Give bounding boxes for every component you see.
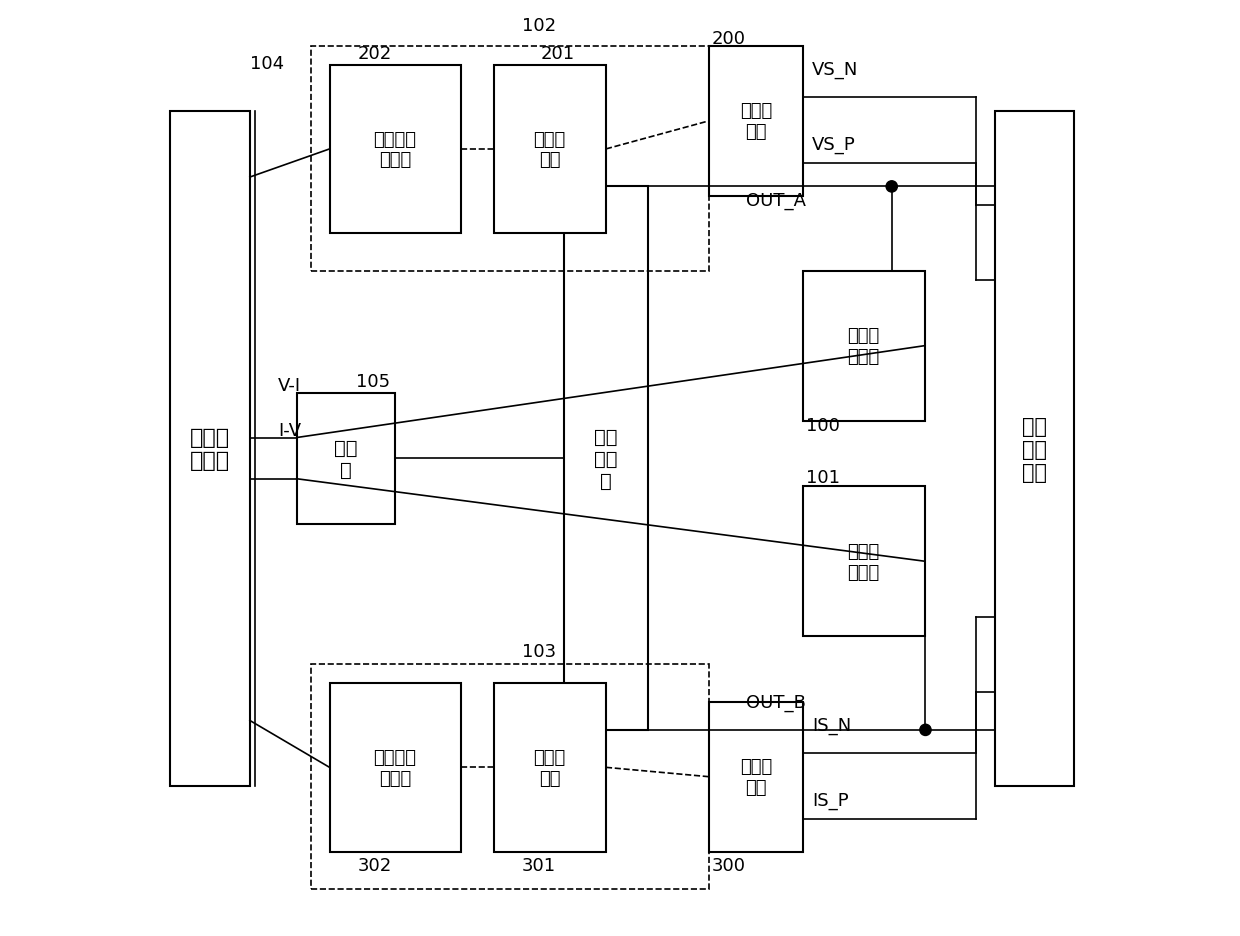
- Circle shape: [887, 182, 898, 193]
- FancyBboxPatch shape: [709, 702, 802, 852]
- FancyBboxPatch shape: [564, 187, 649, 730]
- Text: 201: 201: [541, 45, 574, 64]
- Text: 202: 202: [357, 45, 392, 64]
- FancyBboxPatch shape: [296, 393, 396, 524]
- Text: 处理
器: 处理 器: [334, 438, 357, 479]
- Text: 超声
波换
能器: 超声 波换 能器: [1022, 417, 1047, 482]
- Text: 302: 302: [357, 856, 392, 874]
- Text: V-I: V-I: [278, 376, 301, 395]
- Text: 第一滤
波器: 第一滤 波器: [533, 130, 565, 169]
- Text: 103: 103: [522, 642, 556, 661]
- Text: 第二放
大器: 第二放 大器: [740, 757, 773, 797]
- FancyBboxPatch shape: [330, 683, 461, 852]
- Text: 相位检
测模块: 相位检 测模块: [190, 428, 231, 471]
- Text: VS_P: VS_P: [812, 136, 856, 154]
- Text: IS_N: IS_N: [812, 716, 852, 735]
- Text: 100: 100: [806, 417, 839, 435]
- Text: 第二过零
比较器: 第二过零 比较器: [373, 748, 417, 787]
- Text: 200: 200: [712, 30, 745, 49]
- Text: VS_N: VS_N: [812, 61, 858, 80]
- Text: 102: 102: [522, 17, 556, 36]
- FancyBboxPatch shape: [170, 112, 250, 786]
- Text: 301: 301: [522, 856, 556, 874]
- Text: OUT_B: OUT_B: [746, 693, 806, 711]
- Text: I-V: I-V: [278, 421, 301, 440]
- Text: 第一过零
比较器: 第一过零 比较器: [373, 130, 417, 169]
- Text: 第一放
大器: 第一放 大器: [740, 102, 773, 141]
- Text: OUT_A: OUT_A: [746, 192, 806, 211]
- FancyBboxPatch shape: [494, 683, 606, 852]
- Circle shape: [920, 724, 931, 736]
- FancyBboxPatch shape: [802, 487, 925, 636]
- Text: 电压采
集模块: 电压采 集模块: [847, 327, 879, 366]
- FancyBboxPatch shape: [494, 66, 606, 234]
- FancyBboxPatch shape: [330, 66, 461, 234]
- FancyBboxPatch shape: [709, 47, 802, 197]
- Text: 激励
信号
源: 激励 信号 源: [594, 427, 618, 490]
- Text: 101: 101: [806, 468, 839, 487]
- Text: 电流采
集模块: 电流采 集模块: [847, 542, 879, 581]
- Text: 105: 105: [356, 373, 389, 391]
- Text: 104: 104: [250, 54, 284, 73]
- FancyBboxPatch shape: [994, 112, 1074, 786]
- Text: IS_P: IS_P: [812, 791, 848, 810]
- FancyBboxPatch shape: [802, 271, 925, 421]
- Text: 300: 300: [712, 856, 745, 874]
- Text: 第二滤
波器: 第二滤 波器: [533, 748, 565, 787]
